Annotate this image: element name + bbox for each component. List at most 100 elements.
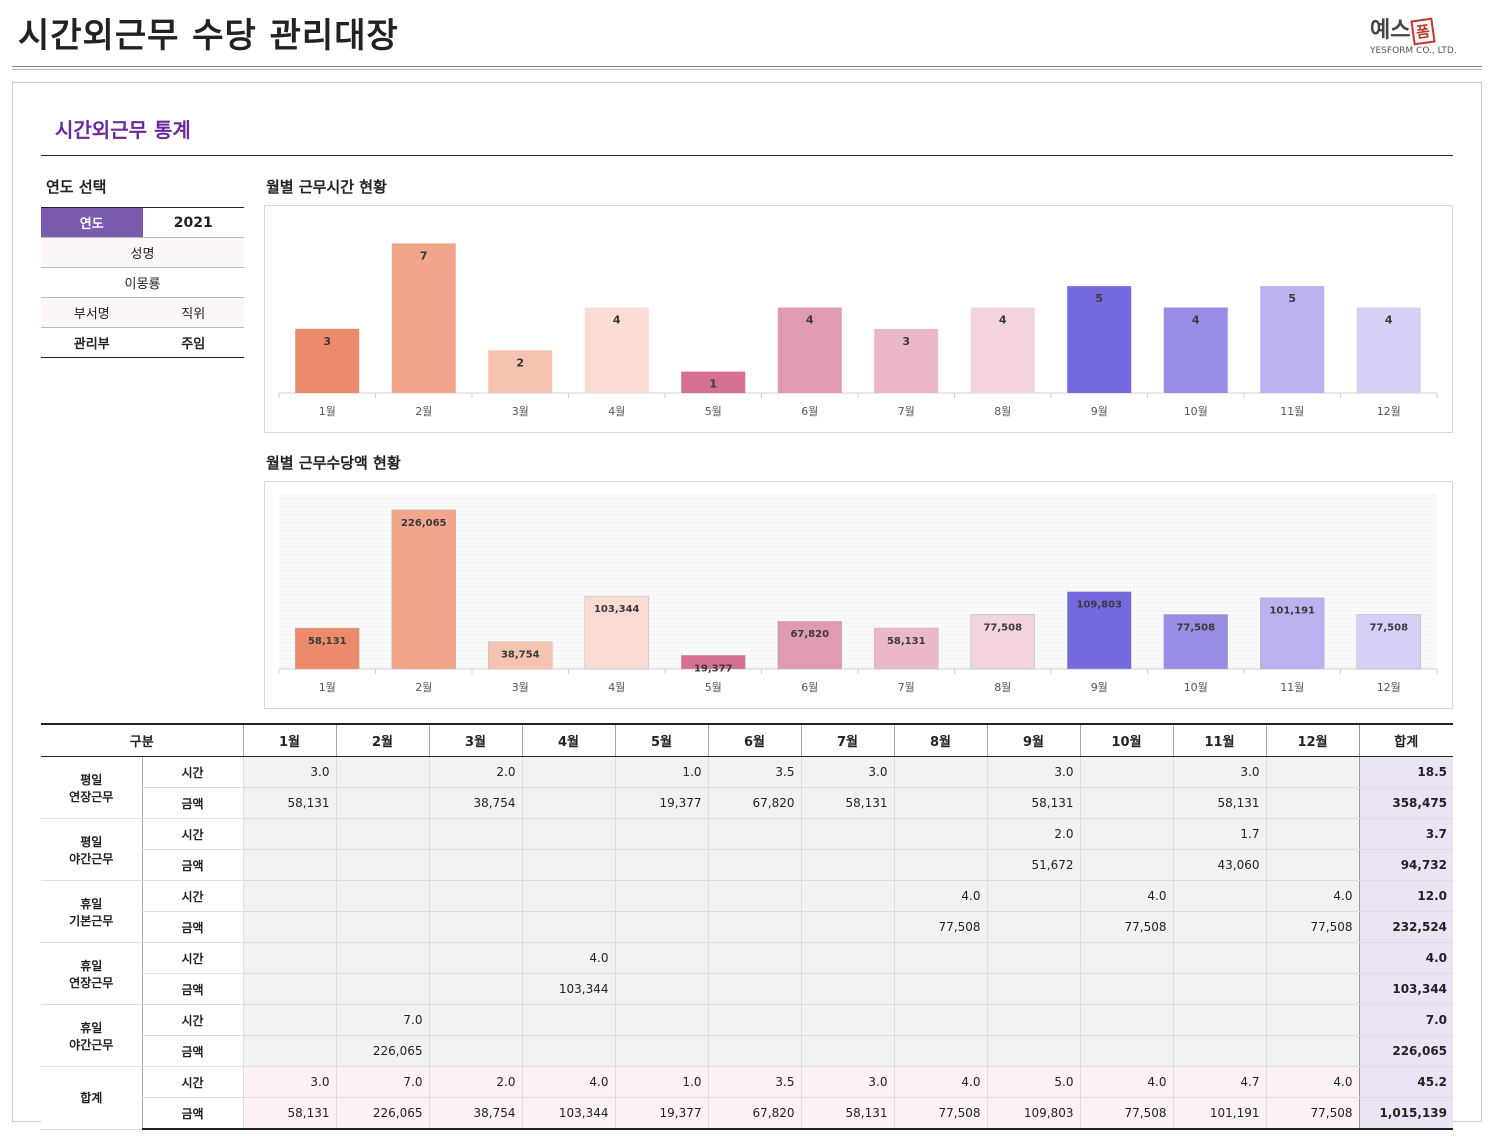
bar-9월[interactable] [1067, 591, 1132, 670]
table-cell[interactable] [1265, 849, 1360, 881]
bar-9월[interactable] [1067, 286, 1132, 393]
table-cell[interactable]: 3.0 [800, 1066, 895, 1098]
table-cell[interactable] [1172, 880, 1267, 912]
table-cell[interactable] [800, 1004, 895, 1036]
table-cell[interactable]: 67,820 [707, 1097, 802, 1130]
bar-7월[interactable] [874, 328, 939, 393]
table-cell[interactable] [800, 1035, 895, 1067]
table-cell[interactable] [428, 942, 523, 974]
table-cell[interactable] [242, 942, 337, 974]
table-cell[interactable] [707, 911, 802, 943]
table-cell[interactable]: 5.0 [986, 1066, 1081, 1098]
table-cell[interactable]: 101,191 [1172, 1097, 1267, 1130]
year-input[interactable]: 2021 [173, 214, 213, 231]
table-cell[interactable]: 2.0 [428, 756, 523, 788]
table-cell[interactable]: 2.0 [428, 1066, 523, 1098]
table-cell[interactable] [707, 942, 802, 974]
bar-1월[interactable] [295, 328, 360, 393]
table-cell[interactable] [893, 1004, 988, 1036]
bar-8월[interactable] [970, 614, 1035, 670]
table-cell[interactable]: 3.0 [1172, 756, 1267, 788]
table-cell[interactable] [1265, 787, 1360, 819]
table-cell[interactable] [614, 973, 709, 1005]
table-cell[interactable] [242, 849, 337, 881]
table-cell[interactable] [614, 880, 709, 912]
table-cell[interactable] [800, 880, 895, 912]
table-cell[interactable]: 4.0 [521, 942, 616, 974]
table-cell[interactable] [1172, 1035, 1267, 1067]
table-cell[interactable]: 58,131 [1172, 787, 1267, 819]
table-cell[interactable] [707, 1035, 802, 1067]
table-cell[interactable] [986, 1035, 1081, 1067]
bar-12월[interactable] [1356, 614, 1421, 670]
table-cell[interactable]: 77,508 [1265, 1097, 1360, 1130]
table-cell[interactable]: 19,377 [614, 787, 709, 819]
table-cell[interactable]: 4.0 [893, 1066, 988, 1098]
bar-6월[interactable] [777, 307, 842, 394]
table-cell[interactable] [893, 942, 988, 974]
table-cell[interactable] [335, 787, 430, 819]
table-cell[interactable] [614, 849, 709, 881]
table-cell[interactable]: 77,508 [893, 911, 988, 943]
table-cell[interactable]: 3.0 [800, 756, 895, 788]
table-cell[interactable]: 103,344 [521, 973, 616, 1005]
bar-3월[interactable] [488, 350, 553, 393]
table-cell[interactable] [521, 818, 616, 850]
table-cell[interactable]: 4.7 [1172, 1066, 1267, 1098]
table-cell[interactable] [707, 973, 802, 1005]
table-cell[interactable]: 4.0 [1265, 1066, 1360, 1098]
table-cell[interactable]: 3.5 [707, 1066, 802, 1098]
bar-10월[interactable] [1163, 307, 1228, 394]
table-cell[interactable]: 109,803 [986, 1097, 1081, 1130]
table-cell[interactable] [521, 849, 616, 881]
table-cell[interactable]: 4.0 [521, 1066, 616, 1098]
table-cell[interactable] [1265, 756, 1360, 788]
table-cell[interactable]: 58,131 [242, 787, 337, 819]
table-cell[interactable] [1079, 1004, 1174, 1036]
table-cell[interactable] [521, 787, 616, 819]
table-cell[interactable] [1079, 1035, 1174, 1067]
table-cell[interactable] [1265, 973, 1360, 1005]
table-cell[interactable]: 58,131 [242, 1097, 337, 1130]
table-cell[interactable] [614, 1035, 709, 1067]
table-cell[interactable] [986, 1004, 1081, 1036]
table-cell[interactable] [335, 942, 430, 974]
bar-2월[interactable] [391, 509, 456, 670]
table-cell[interactable] [614, 911, 709, 943]
table-cell[interactable]: 77,508 [893, 1097, 988, 1130]
table-cell[interactable] [428, 818, 523, 850]
table-cell[interactable] [1172, 911, 1267, 943]
table-cell[interactable] [707, 1004, 802, 1036]
table-cell[interactable] [986, 973, 1081, 1005]
table-cell[interactable]: 226,065 [335, 1035, 430, 1067]
table-cell[interactable] [242, 1004, 337, 1036]
table-cell[interactable] [1265, 942, 1360, 974]
table-cell[interactable]: 4.0 [1079, 1066, 1174, 1098]
table-cell[interactable] [986, 942, 1081, 974]
table-cell[interactable] [1265, 1004, 1360, 1036]
table-cell[interactable]: 1.0 [614, 1066, 709, 1098]
table-cell[interactable]: 3.5 [707, 756, 802, 788]
bar-5월[interactable] [681, 371, 746, 393]
table-cell[interactable] [1265, 818, 1360, 850]
table-cell[interactable] [428, 1004, 523, 1036]
bar-2월[interactable] [391, 243, 456, 393]
table-cell[interactable] [1079, 942, 1174, 974]
table-cell[interactable] [1172, 942, 1267, 974]
table-cell[interactable] [1079, 973, 1174, 1005]
bar-7월[interactable] [874, 627, 939, 670]
table-cell[interactable]: 67,820 [707, 787, 802, 819]
table-cell[interactable] [335, 973, 430, 1005]
table-cell[interactable] [986, 911, 1081, 943]
table-cell[interactable] [614, 1004, 709, 1036]
table-cell[interactable] [614, 818, 709, 850]
bar-3월[interactable] [488, 641, 553, 670]
table-cell[interactable]: 1.7 [1172, 818, 1267, 850]
table-cell[interactable] [428, 911, 523, 943]
table-cell[interactable]: 19,377 [614, 1097, 709, 1130]
table-cell[interactable]: 58,131 [800, 1097, 895, 1130]
table-cell[interactable] [521, 911, 616, 943]
table-cell[interactable] [893, 818, 988, 850]
table-cell[interactable] [335, 849, 430, 881]
table-cell[interactable] [893, 1035, 988, 1067]
